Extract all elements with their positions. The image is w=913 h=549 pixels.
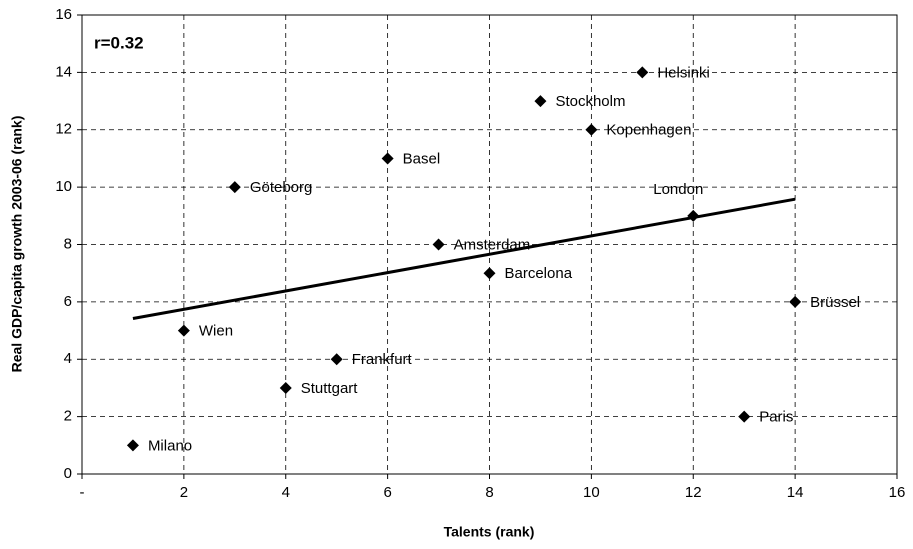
- y-tick-label: 2: [64, 408, 72, 425]
- annotation: r=0.32: [94, 33, 144, 52]
- point: [432, 238, 445, 251]
- x-tick-label: 16: [889, 484, 906, 501]
- point: [177, 324, 190, 337]
- x-tick-label: 14: [787, 484, 804, 501]
- data-label: Göteborg: [250, 179, 313, 196]
- data-label: Kopenhagen: [606, 122, 691, 139]
- data-label: Stuttgart: [301, 380, 359, 397]
- data-label: Basel: [403, 150, 441, 167]
- y-tick-label: 16: [55, 6, 72, 23]
- point: [279, 381, 292, 394]
- y-tick-label: 12: [55, 121, 72, 138]
- x-tick-label: -: [80, 484, 85, 501]
- point: [585, 123, 598, 136]
- y-axis-label: Real GDP/capita growth 2003-06 (rank): [9, 116, 25, 373]
- y-tick-label: 8: [64, 235, 72, 252]
- data-label: Frankfurt: [352, 351, 413, 368]
- data-label: Paris: [759, 409, 793, 426]
- data-label: Helsinki: [657, 64, 710, 81]
- point: [789, 295, 802, 308]
- data-label: Stockholm: [555, 93, 625, 110]
- x-tick-label: 12: [685, 484, 702, 501]
- data-label: Wien: [199, 323, 233, 340]
- point: [381, 152, 394, 165]
- point: [228, 181, 241, 194]
- x-axis-label: Talents (rank): [444, 524, 535, 540]
- plot-border: [81, 14, 898, 475]
- y-tick-label: 14: [55, 63, 72, 80]
- x-tick-label: 10: [583, 484, 600, 501]
- y-tick-label: 0: [64, 465, 72, 482]
- x-tick-label: 2: [180, 484, 188, 501]
- point: [330, 353, 343, 366]
- data-label: Milano: [148, 437, 192, 454]
- point: [636, 66, 649, 79]
- point: [483, 267, 496, 280]
- data-label: Amsterdam: [454, 236, 531, 253]
- point: [687, 209, 700, 222]
- y-tick-label: 10: [55, 178, 72, 195]
- y-tick-label: 6: [64, 293, 72, 310]
- x-tick-label: 4: [282, 484, 290, 501]
- y-tick-label: 4: [64, 350, 72, 367]
- point: [738, 410, 751, 423]
- trendline: [132, 197, 796, 320]
- point: [126, 439, 139, 452]
- data-label: Brüssel: [810, 294, 860, 311]
- data-label: Barcelona: [505, 265, 573, 282]
- point: [534, 95, 547, 108]
- data-label: London: [653, 181, 703, 198]
- x-tick-label: 8: [485, 484, 493, 501]
- x-tick-label: 6: [383, 484, 391, 501]
